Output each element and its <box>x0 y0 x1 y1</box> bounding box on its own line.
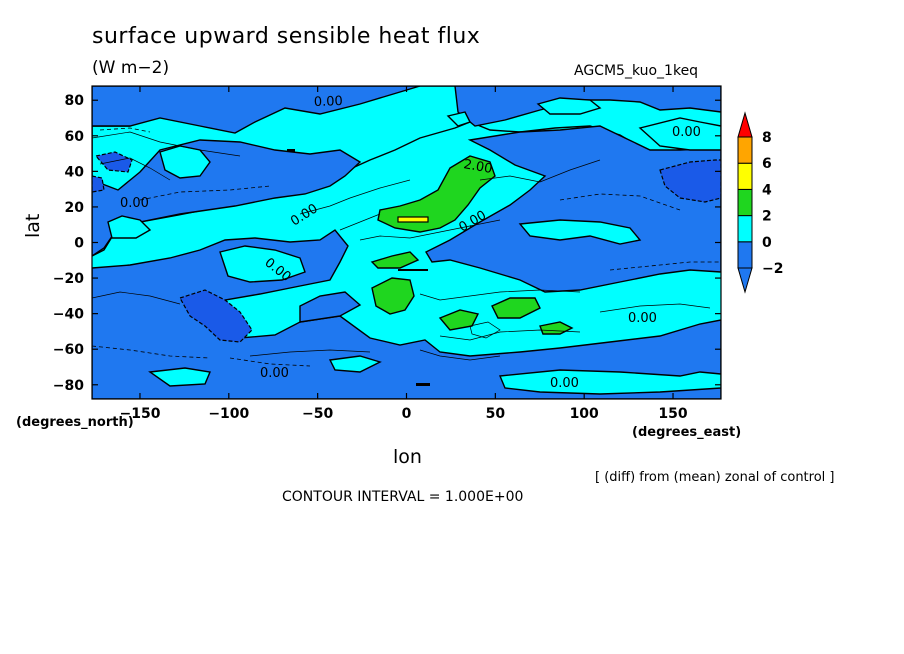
near-zero-islands <box>107 97 721 395</box>
colorbar-label: −2 <box>762 261 783 277</box>
x-tick-label: 100 <box>570 406 599 422</box>
colorbar-segment <box>737 188 753 217</box>
colorbar-segment <box>737 241 753 269</box>
dashed-contours <box>92 127 721 367</box>
chart-units: (W m−2) <box>92 58 170 78</box>
y-tick-label: 20 <box>65 200 85 216</box>
mark <box>287 149 295 152</box>
y-tick-label: −60 <box>53 342 84 358</box>
colorbar: −2 0 2 4 6 8 <box>737 111 783 294</box>
chart-title: surface upward sensible heat flux <box>92 24 481 49</box>
y-tick-label: −20 <box>53 271 84 287</box>
positive-regions <box>370 155 574 335</box>
x-tick-label: 50 <box>486 406 506 422</box>
difference-note: [ (diff) from (mean) zonal of control ] <box>595 470 835 485</box>
contour-label: 0.00 <box>628 311 657 326</box>
filled-contours <box>92 86 721 399</box>
y-tick-label: 80 <box>65 93 85 109</box>
x-tick-label: 0 <box>402 406 412 422</box>
colorbar-label: 0 <box>762 235 772 251</box>
max-patch <box>397 216 429 223</box>
colorbar-high-extend <box>737 111 753 138</box>
contour-label: 0.00 <box>672 125 701 140</box>
x-axis-units: (degrees_east) <box>632 425 742 440</box>
colorbar-label: 2 <box>762 209 772 225</box>
colorbar-label: 6 <box>762 156 772 172</box>
y-tick-label: 60 <box>65 129 85 145</box>
contour-interval: CONTOUR INTERVAL = 1.000E+00 <box>282 489 524 505</box>
colorbar-segment <box>737 136 753 164</box>
y-tick-label: 40 <box>65 164 85 180</box>
x-tick-label: −100 <box>208 406 249 422</box>
colorbar-segment <box>737 215 753 243</box>
colorbar-low-extend <box>737 267 753 294</box>
contour-label: 2.00 <box>462 157 493 177</box>
y-axis-units: (degrees_north) <box>16 415 134 430</box>
x-tick-label: 150 <box>658 406 687 422</box>
contour-label: 0.00 <box>120 196 149 211</box>
y-tick-label: −40 <box>53 307 84 323</box>
y-axis: 80 60 40 20 0 −20 −40 −60 −80 <box>53 93 721 394</box>
contour-label: 0.00 <box>550 376 579 391</box>
y-tick-label: −80 <box>53 378 84 394</box>
run-label: AGCM5_kuo_1keq <box>574 63 699 79</box>
x-axis: −150 −100 −50 0 50 100 150 <box>119 86 688 422</box>
y-tick-label: 0 <box>74 236 84 252</box>
colorbar-segment <box>737 162 753 190</box>
colorbar-label: 8 <box>762 130 772 146</box>
contour-label: 0.00 <box>314 94 343 110</box>
contour-lines <box>92 131 711 361</box>
strong-negative-regions <box>92 151 721 343</box>
mark <box>398 269 428 271</box>
x-tick-label: −150 <box>119 406 160 422</box>
mark <box>416 383 430 386</box>
x-tick-label: −50 <box>302 406 333 422</box>
x-axis-label: lon <box>393 446 422 468</box>
contour-label: 0.00 <box>260 366 289 381</box>
colorbar-label: 4 <box>762 182 772 198</box>
